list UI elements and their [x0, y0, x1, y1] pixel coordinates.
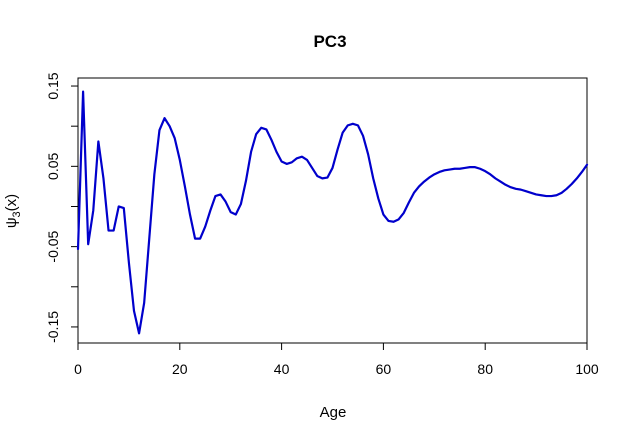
x-tick-label: 60 — [376, 361, 392, 377]
x-tick-label: 40 — [274, 361, 290, 377]
y-axis-label-main: ψ — [3, 217, 20, 228]
y-axis: -0.15 -0.05 0.05 0.15 — [45, 72, 79, 343]
x-tick-label: 80 — [477, 361, 493, 377]
y-axis-label-subscript: 3 — [11, 211, 23, 217]
y-axis-label-tail: (x) — [3, 194, 20, 212]
plot-frame — [77, 77, 588, 344]
y-axis-label: ψ3(x) — [3, 194, 23, 228]
x-tick-label: 0 — [74, 361, 82, 377]
series-line-pc3 — [76, 90, 589, 335]
y-tick-label: 0.05 — [45, 152, 61, 179]
x-axis: 0 20 40 60 80 100 — [74, 342, 599, 377]
y-tick-label: 0.15 — [45, 72, 61, 99]
y-tick-label: -0.15 — [45, 311, 61, 343]
x-tick-label: 20 — [172, 361, 188, 377]
y-tick-label: -0.05 — [45, 230, 61, 262]
chart-title: PC3 — [313, 32, 346, 51]
x-tick-label: 100 — [575, 361, 599, 377]
x-axis-label: Age — [320, 404, 347, 421]
